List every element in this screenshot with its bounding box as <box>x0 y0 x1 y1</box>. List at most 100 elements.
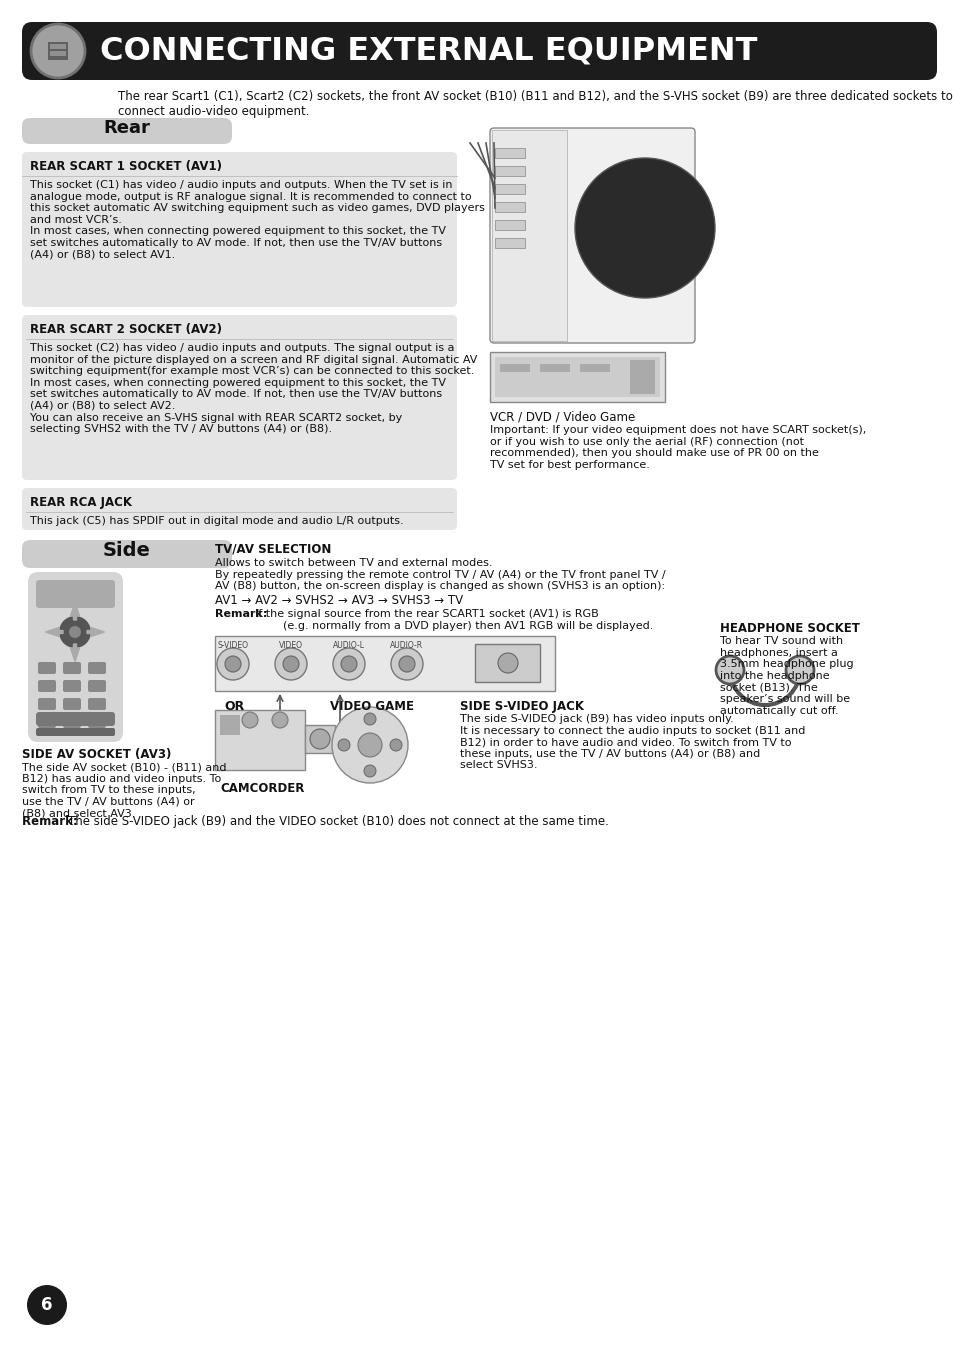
FancyBboxPatch shape <box>490 128 695 343</box>
Circle shape <box>785 657 813 684</box>
Text: VIDEO GAME: VIDEO GAME <box>330 700 414 713</box>
Bar <box>499 363 530 372</box>
FancyBboxPatch shape <box>63 698 81 711</box>
Circle shape <box>575 158 714 299</box>
Bar <box>475 644 539 682</box>
FancyBboxPatch shape <box>88 680 106 692</box>
Bar <box>50 51 66 55</box>
FancyArrow shape <box>71 603 79 620</box>
FancyBboxPatch shape <box>36 728 115 736</box>
Bar <box>50 45 66 49</box>
Text: AUDIO-L: AUDIO-L <box>333 640 365 650</box>
Text: AV1 → AV2 → SVHS2 → AV3 → SVHS3 → TV: AV1 → AV2 → SVHS2 → AV3 → SVHS3 → TV <box>214 594 462 607</box>
Bar <box>495 184 524 195</box>
FancyBboxPatch shape <box>63 662 81 674</box>
FancyBboxPatch shape <box>63 680 81 692</box>
FancyArrow shape <box>87 627 105 636</box>
Text: REAR RCA JACK: REAR RCA JACK <box>30 496 132 509</box>
FancyBboxPatch shape <box>22 118 232 145</box>
FancyBboxPatch shape <box>22 540 232 567</box>
Circle shape <box>398 657 415 671</box>
Circle shape <box>59 616 91 648</box>
Circle shape <box>497 653 517 673</box>
Text: OR: OR <box>225 700 245 713</box>
Text: VIDEO: VIDEO <box>278 640 303 650</box>
Text: Important: If your video equipment does not have SCART socket(s),
or if you wish: Important: If your video equipment does … <box>490 426 865 470</box>
FancyBboxPatch shape <box>38 716 56 728</box>
FancyBboxPatch shape <box>88 698 106 711</box>
Text: HEADPHONE SOCKET: HEADPHONE SOCKET <box>720 621 859 635</box>
Text: Remark:: Remark: <box>214 609 271 619</box>
Bar <box>490 353 664 403</box>
Text: Side: Side <box>103 540 151 561</box>
Text: 6: 6 <box>41 1296 52 1315</box>
Circle shape <box>333 648 365 680</box>
Circle shape <box>69 626 81 638</box>
Text: CAMCORDER: CAMCORDER <box>220 782 304 794</box>
Text: SIDE AV SOCKET (AV3): SIDE AV SOCKET (AV3) <box>22 748 172 761</box>
Bar <box>495 357 659 397</box>
Text: This socket (C1) has video / audio inputs and outputs. When the TV set is in
ana: This socket (C1) has video / audio input… <box>30 180 484 259</box>
Text: Rear: Rear <box>104 119 151 136</box>
FancyBboxPatch shape <box>63 716 81 728</box>
Circle shape <box>337 739 350 751</box>
Text: TV/AV SELECTION: TV/AV SELECTION <box>214 543 331 557</box>
FancyBboxPatch shape <box>38 662 56 674</box>
Text: To hear TV sound with
headphones, insert a
3.5mm headphone plug
into the headpho: To hear TV sound with headphones, insert… <box>720 636 853 716</box>
FancyBboxPatch shape <box>36 580 115 608</box>
Bar <box>539 363 569 372</box>
Circle shape <box>283 657 298 671</box>
Text: S-VIDEO: S-VIDEO <box>217 640 248 650</box>
Circle shape <box>390 739 401 751</box>
Circle shape <box>272 712 288 728</box>
Bar <box>214 711 305 770</box>
Circle shape <box>27 1285 67 1325</box>
FancyBboxPatch shape <box>38 680 56 692</box>
Text: The side AV socket (B10) - (B11) and
B12) has audio and video inputs. To
switch : The side AV socket (B10) - (B11) and B12… <box>22 762 226 819</box>
FancyBboxPatch shape <box>28 571 123 742</box>
Bar <box>495 166 524 176</box>
Text: VCR / DVD / Video Game: VCR / DVD / Video Game <box>490 409 635 423</box>
Circle shape <box>242 712 257 728</box>
Bar <box>495 220 524 230</box>
Text: If the signal source from the rear SCART1 socket (AV1) is RGB: If the signal source from the rear SCART… <box>254 609 598 619</box>
Text: REAR SCART 1 SOCKET (AV1): REAR SCART 1 SOCKET (AV1) <box>30 159 222 173</box>
Bar <box>495 203 524 212</box>
Circle shape <box>364 765 375 777</box>
Text: Allows to switch between TV and external modes.
By repeatedly pressing the remot: Allows to switch between TV and external… <box>214 558 665 592</box>
Bar <box>220 715 240 735</box>
Circle shape <box>357 734 381 757</box>
FancyBboxPatch shape <box>22 153 456 307</box>
Ellipse shape <box>30 24 85 78</box>
Circle shape <box>225 657 241 671</box>
Circle shape <box>310 730 330 748</box>
FancyBboxPatch shape <box>22 488 456 530</box>
Bar <box>579 363 609 372</box>
Circle shape <box>216 648 249 680</box>
Text: This jack (C5) has SPDIF out in digital mode and audio L/R outputs.: This jack (C5) has SPDIF out in digital … <box>30 516 403 526</box>
Bar <box>495 149 524 158</box>
Bar <box>214 636 555 690</box>
Bar <box>629 359 655 394</box>
Text: The side S-VIDEO jack (B9) has video inputs only.
It is necessary to connect the: The side S-VIDEO jack (B9) has video inp… <box>459 713 804 770</box>
Circle shape <box>716 657 743 684</box>
FancyBboxPatch shape <box>22 315 456 480</box>
FancyBboxPatch shape <box>22 22 936 80</box>
Text: (e.g. normally from a DVD player) then AV1 RGB will be displayed.: (e.g. normally from a DVD player) then A… <box>254 621 653 631</box>
Circle shape <box>391 648 422 680</box>
FancyArrow shape <box>46 627 63 636</box>
Bar <box>305 725 335 753</box>
Bar <box>48 42 68 59</box>
Text: SIDE S-VIDEO JACK: SIDE S-VIDEO JACK <box>459 700 583 713</box>
Circle shape <box>340 657 356 671</box>
Bar <box>495 238 524 249</box>
FancyBboxPatch shape <box>88 662 106 674</box>
Circle shape <box>274 648 307 680</box>
Text: AUDIO-R: AUDIO-R <box>390 640 423 650</box>
Circle shape <box>364 713 375 725</box>
Bar <box>492 130 566 340</box>
FancyBboxPatch shape <box>36 712 115 725</box>
Circle shape <box>332 707 408 784</box>
Text: REAR SCART 2 SOCKET (AV2): REAR SCART 2 SOCKET (AV2) <box>30 323 222 336</box>
FancyBboxPatch shape <box>38 698 56 711</box>
